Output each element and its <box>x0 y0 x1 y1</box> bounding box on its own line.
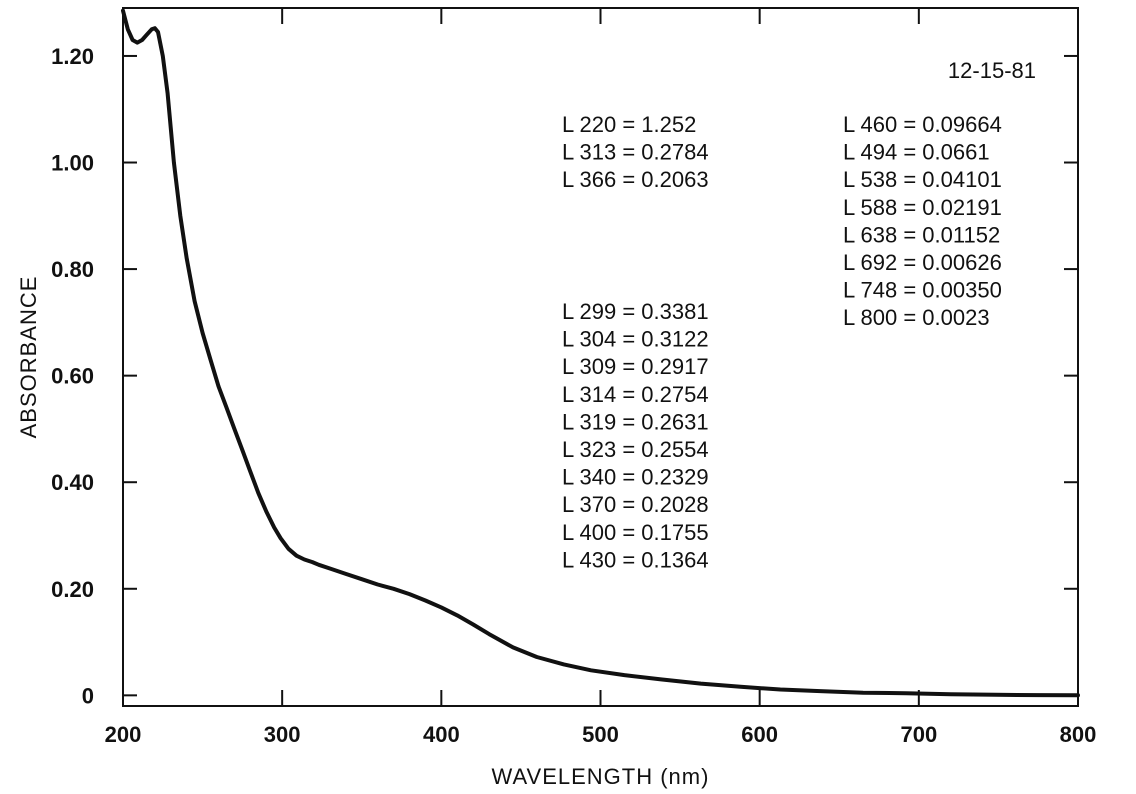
absorbance-reading: L 430 = 0.1364 <box>562 547 709 572</box>
x-tick-label: 500 <box>582 722 619 747</box>
x-tick-label: 700 <box>900 722 937 747</box>
x-axis-title: WAVELENGTH (nm) <box>492 764 710 789</box>
absorbance-reading: L 538 = 0.04101 <box>843 167 1002 192</box>
absorbance-reading: L 314 = 0.2754 <box>562 382 709 407</box>
date-label: 12-15-81 <box>948 58 1036 83</box>
y-tick-label: 0.80 <box>51 257 94 282</box>
absorbance-reading: L 323 = 0.2554 <box>562 437 709 462</box>
absorbance-reading: L 638 = 0.01152 <box>843 222 1000 247</box>
y-axis-title: ABSORBANCE <box>16 276 41 439</box>
absorbance-reading: L 588 = 0.02191 <box>843 195 1002 220</box>
x-tick-label: 300 <box>264 722 301 747</box>
absorbance-reading: L 313 = 0.2784 <box>562 140 709 165</box>
absorbance-reading: L 400 = 0.1755 <box>562 520 709 545</box>
absorbance-reading: L 692 = 0.00626 <box>843 250 1002 275</box>
absorbance-reading: L 309 = 0.2917 <box>562 354 709 379</box>
absorbance-reading: L 304 = 0.3122 <box>562 327 709 352</box>
absorbance-reading: L 460 = 0.09664 <box>843 112 1002 137</box>
y-tick-label: 1.00 <box>51 151 94 176</box>
absorbance-reading: L 494 = 0.0661 <box>843 140 990 165</box>
absorbance-reading: L 319 = 0.2631 <box>562 409 709 434</box>
x-tick-label: 600 <box>741 722 778 747</box>
absorbance-curve <box>121 8 1080 698</box>
x-tick-label: 400 <box>423 722 460 747</box>
y-tick-label: 0.60 <box>51 364 94 389</box>
absorbance-reading: L 800 = 0.0023 <box>843 305 990 330</box>
absorbance-reading: L 366 = 0.2063 <box>562 167 709 192</box>
y-tick-label: 1.20 <box>51 44 94 69</box>
y-tick-label: 0.40 <box>51 470 94 495</box>
absorbance-reading: L 748 = 0.00350 <box>843 278 1002 303</box>
y-tick-label: 0.20 <box>51 577 94 602</box>
absorbance-reading: L 370 = 0.2028 <box>562 492 709 517</box>
x-tick-label: 200 <box>105 722 142 747</box>
absorbance-reading: L 220 = 1.252 <box>562 112 696 137</box>
absorbance-reading: L 340 = 0.2329 <box>562 465 709 490</box>
y-tick-label: 0 <box>82 683 94 708</box>
absorbance-reading: L 299 = 0.3381 <box>562 299 709 324</box>
x-tick-label: 800 <box>1060 722 1097 747</box>
